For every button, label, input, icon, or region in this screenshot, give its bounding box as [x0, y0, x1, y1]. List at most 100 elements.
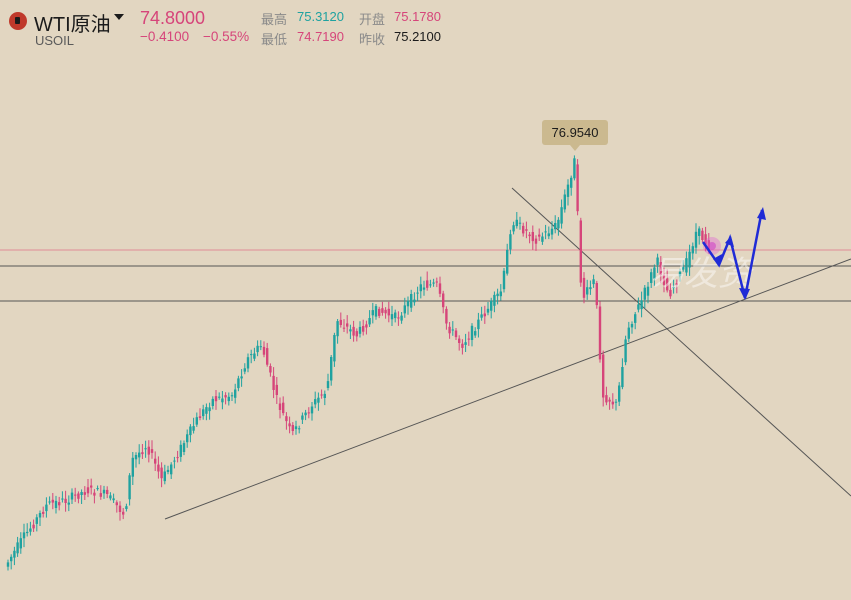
candle-body — [22, 532, 26, 539]
prev-close-label: 昨收 — [359, 32, 386, 47]
candle-body — [624, 339, 627, 363]
candle-body — [432, 282, 435, 284]
candle-body — [614, 401, 618, 403]
candle-body — [486, 308, 490, 313]
candle-body — [650, 272, 653, 283]
chevron-down-icon[interactable] — [114, 14, 124, 20]
candle-body — [675, 283, 678, 285]
candle-body — [38, 513, 42, 518]
arrowhead-1 — [713, 254, 722, 266]
last-price-dot — [708, 242, 716, 250]
symbol-flag-icon — [9, 12, 27, 30]
candle-body — [272, 375, 275, 390]
candle-body — [685, 258, 688, 273]
candle-body — [240, 376, 243, 379]
candle-body — [150, 449, 154, 453]
candle-body — [691, 246, 694, 254]
candle-body — [573, 158, 576, 179]
candle-body — [371, 310, 374, 316]
candle-body — [627, 327, 630, 339]
arrowhead-4 — [757, 207, 766, 220]
candle-body — [378, 308, 381, 316]
candle-body — [314, 399, 317, 405]
candle-body — [86, 487, 90, 494]
last-price: 74.8000 — [140, 8, 206, 28]
candle-body — [566, 184, 570, 197]
candle-body — [621, 367, 624, 388]
candle-body — [67, 502, 70, 505]
candle-body — [704, 234, 707, 245]
candle-body — [125, 506, 128, 509]
candle-body — [310, 406, 314, 414]
candle-body — [227, 396, 230, 402]
candle-body — [502, 270, 506, 290]
candle-body — [186, 434, 189, 443]
candle-body — [237, 378, 240, 389]
candle-body — [90, 485, 93, 488]
candle-body — [576, 164, 579, 212]
candle-body — [698, 228, 701, 236]
candle-body — [646, 286, 650, 296]
price-change-pct: −0.55% — [203, 29, 250, 44]
candle-body — [298, 428, 301, 430]
candle-body — [195, 417, 198, 425]
candle-body — [499, 291, 502, 297]
candle-body — [342, 327, 346, 329]
candle-body — [16, 542, 19, 554]
candle-body — [122, 511, 125, 515]
candle-body — [202, 409, 205, 417]
arrowhead-2 — [725, 236, 734, 247]
candle-body — [154, 458, 157, 464]
candle-body — [630, 324, 634, 328]
projection-arrows — [701, 207, 766, 300]
candle-body — [54, 500, 58, 508]
candle-body — [554, 223, 557, 230]
candle-body — [307, 412, 310, 414]
candle-body — [160, 467, 163, 479]
candle-body — [182, 443, 186, 452]
candle-body — [317, 397, 320, 403]
candle-body — [48, 501, 51, 503]
symbol-name[interactable]: WTI原油 — [34, 14, 111, 36]
candle-body — [176, 457, 179, 459]
candle-body — [74, 494, 77, 496]
candle-body — [662, 275, 666, 285]
candle-body — [115, 502, 118, 506]
candle-body — [144, 448, 147, 450]
candle-body — [224, 395, 227, 398]
candle-body — [336, 321, 339, 337]
candle-body — [595, 283, 598, 306]
candle-body — [384, 309, 387, 314]
candle-body — [531, 232, 534, 242]
candle-body — [163, 471, 166, 482]
candle-body — [394, 312, 397, 319]
candle-body — [288, 423, 291, 427]
candle-body — [582, 277, 586, 298]
descending-trendline — [511, 187, 851, 497]
candle-body — [474, 331, 477, 336]
candle-body — [138, 452, 141, 458]
candle-body — [118, 505, 122, 512]
candle-body — [42, 511, 45, 514]
candle-body — [221, 398, 224, 403]
candle-body — [470, 325, 474, 340]
candle-body — [179, 444, 182, 457]
candle-body — [77, 493, 80, 499]
candle-body — [19, 538, 22, 549]
candle-body — [112, 498, 115, 501]
candle-body — [547, 233, 550, 237]
candle-body — [243, 368, 246, 372]
candle-body — [189, 426, 192, 436]
candle-body — [525, 229, 528, 231]
candle-body — [534, 238, 538, 244]
candle-body — [250, 354, 253, 356]
candle-body — [218, 396, 221, 398]
candle-body — [634, 314, 637, 323]
high-value: 75.3120 — [297, 9, 344, 24]
candle-body — [509, 234, 512, 250]
candle-body — [579, 220, 582, 283]
candle-body — [358, 326, 362, 334]
candle-body — [339, 319, 342, 325]
open-value: 75.1780 — [394, 9, 441, 24]
